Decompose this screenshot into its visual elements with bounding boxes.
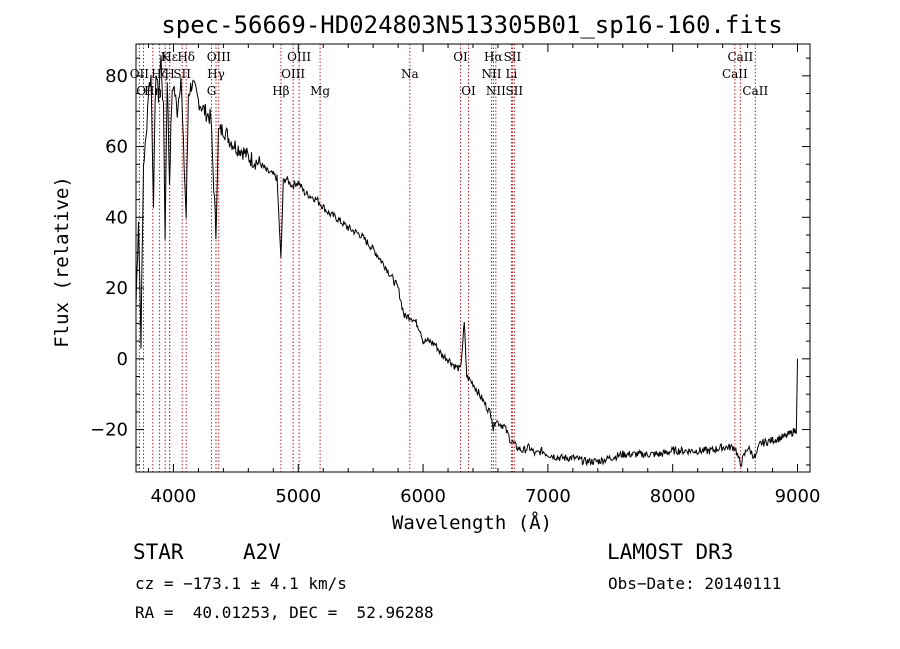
y-tick-label: 80 bbox=[105, 66, 128, 87]
marker-label: Li bbox=[506, 67, 518, 81]
coordinates-text: RA = 40.01253, DEC = 52.96288 bbox=[135, 603, 434, 622]
x-tick-label: 7000 bbox=[525, 486, 571, 507]
line-markers bbox=[138, 44, 756, 472]
marker-label: Hε bbox=[161, 50, 178, 64]
marker-label: Hδ bbox=[177, 50, 195, 64]
marker-label: SII bbox=[504, 50, 522, 64]
redshift-text: cz = −173.1 ± 4.1 km/s bbox=[135, 574, 347, 593]
y-tick-label: 60 bbox=[105, 137, 128, 158]
y-axis-label: Flux (relative) bbox=[51, 176, 73, 348]
marker-label: H bbox=[164, 67, 174, 81]
marker-label: NII bbox=[486, 84, 506, 98]
marker-label: SII bbox=[505, 84, 523, 98]
x-tick-label: 9000 bbox=[775, 486, 821, 507]
object-subclass: A2V bbox=[243, 540, 281, 564]
plot-frame bbox=[135, 43, 811, 473]
marker-label: Hα bbox=[484, 50, 503, 64]
y-tick-label: 0 bbox=[117, 349, 128, 370]
obs-date-text: Obs−Date: 20140111 bbox=[608, 574, 782, 593]
y-axis-ticks: −20 0 20 40 60 80 bbox=[90, 57, 810, 466]
chart-title: spec-56669-HD024803N513305B01_sp16-160.f… bbox=[161, 11, 782, 39]
object-class: STAR bbox=[133, 540, 184, 564]
x-tick-label: 8000 bbox=[650, 486, 696, 507]
x-axis-ticks: 4000 5000 6000 7000 8000 9000 bbox=[147, 44, 821, 507]
marker-label: OIII bbox=[281, 67, 305, 81]
marker-label: OI bbox=[461, 84, 476, 98]
marker-label: OIII bbox=[207, 50, 231, 64]
x-axis-label: Wavelength (Å) bbox=[392, 511, 552, 534]
marker-label: K bbox=[161, 50, 171, 64]
y-tick-label: 40 bbox=[105, 207, 128, 228]
marker-label: Hγ bbox=[207, 67, 225, 81]
marker-label: Mg bbox=[310, 84, 330, 98]
marker-label: G bbox=[207, 84, 217, 98]
survey-name: LAMOST DR3 bbox=[607, 540, 734, 564]
x-tick-label: 5000 bbox=[275, 486, 321, 507]
y-tick-label: −20 bbox=[90, 420, 128, 441]
marker-label: OII bbox=[130, 67, 150, 81]
marker-label: CaII bbox=[742, 84, 768, 98]
marker-label: CaII bbox=[727, 50, 753, 64]
x-tick-label: 6000 bbox=[400, 486, 446, 507]
marker-label: SII bbox=[173, 67, 191, 81]
spectrum-line bbox=[136, 55, 798, 468]
marker-label: Hβ bbox=[272, 84, 289, 98]
marker-label: NII bbox=[481, 67, 501, 81]
marker-label: Na bbox=[401, 67, 419, 81]
x-tick-label: 4000 bbox=[151, 486, 197, 507]
marker-label: OI bbox=[136, 84, 151, 98]
y-tick-label: 20 bbox=[105, 278, 128, 299]
marker-label: CaII bbox=[722, 67, 748, 81]
marker-label: OIII bbox=[287, 50, 311, 64]
marker-label: OI bbox=[453, 50, 468, 64]
